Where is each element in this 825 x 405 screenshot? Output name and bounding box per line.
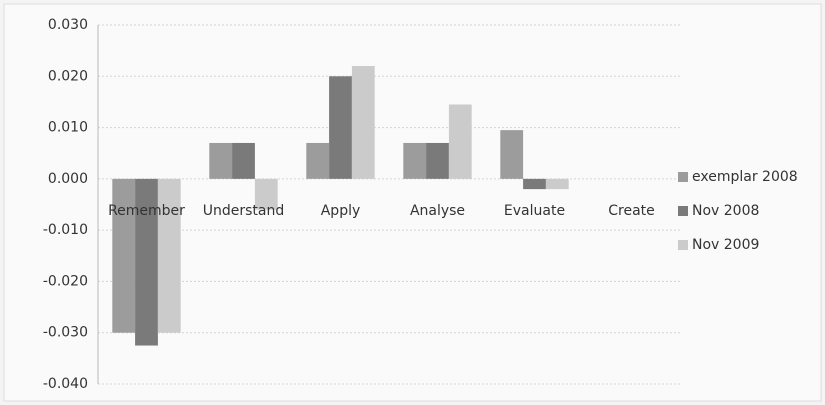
bar: [448, 104, 472, 179]
y-tick-label: 0.020: [48, 68, 88, 84]
x-tick-label: Evaluate: [504, 203, 565, 219]
x-tick-label: Remember: [108, 203, 185, 219]
y-tick-label: -0.040: [43, 376, 88, 392]
legend-label: Nov 2008: [692, 203, 759, 219]
bar: [403, 142, 427, 179]
bar: [500, 130, 524, 179]
x-tick-label: Understand: [203, 203, 285, 219]
y-tick-label: 0.010: [48, 120, 88, 136]
x-tick-label: Create: [608, 203, 655, 219]
bar: [329, 76, 352, 179]
y-tick-label: 0.030: [48, 17, 88, 33]
y-tick-label: -0.030: [43, 325, 88, 341]
legend-swatch: [678, 206, 688, 216]
legend-swatch: [678, 172, 688, 182]
bar: [254, 178, 278, 210]
bar: [232, 142, 255, 179]
bar: [426, 142, 449, 179]
y-tick-label: 0.000: [48, 171, 88, 187]
bar: [306, 142, 330, 179]
bar: [157, 178, 181, 333]
y-tick-label: -0.010: [43, 222, 88, 238]
legend-label: exemplar 2008: [692, 169, 798, 185]
x-tick-label: Apply: [321, 203, 361, 219]
legend-label: Nov 2009: [692, 237, 759, 253]
x-tick-label: Analyse: [410, 203, 465, 219]
bar: [135, 178, 158, 346]
y-tick-label: -0.020: [43, 273, 88, 289]
bar: [209, 142, 233, 179]
bar: [112, 178, 136, 333]
bar: [545, 178, 569, 190]
bar: [523, 178, 546, 190]
bar: [351, 66, 375, 179]
legend-swatch: [678, 240, 688, 250]
